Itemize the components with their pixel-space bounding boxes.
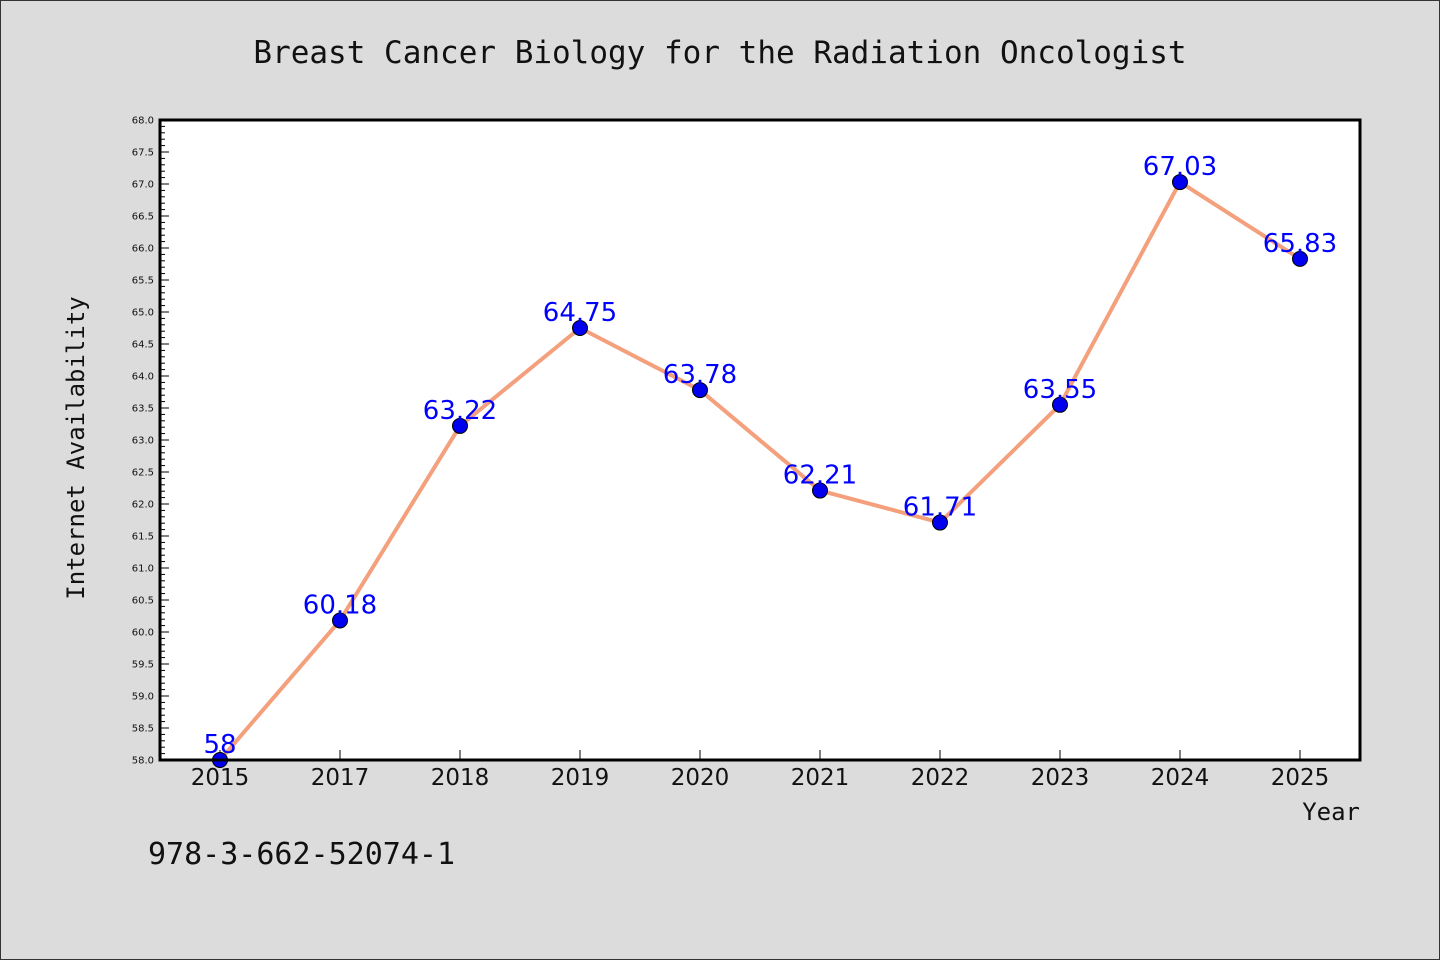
y-tick-label: 65.0 [132, 308, 154, 319]
data-labels: 58 60.18 63.22 64.75 63.78 62.21 61.71 63.55 67.… [203, 152, 1337, 760]
y-tick-label: 68.0 [132, 116, 154, 127]
isbn-text: 978-3-662-52074-1 [148, 837, 455, 872]
line-segment [1178, 180, 1302, 261]
data-point [932, 514, 948, 531]
x-tick-label: 2018 [431, 765, 490, 791]
y-tick-label: 61.5 [132, 532, 154, 543]
y-tick-label: 58.5 [132, 724, 154, 735]
chart-title: Breast Cancer Biology for the Radiation … [253, 35, 1186, 71]
line-segment [698, 388, 822, 493]
line-segment [458, 326, 582, 428]
y-tick-label: 67.5 [132, 148, 154, 159]
x-tick-label: 2021 [791, 765, 850, 791]
x-tick-label: 2019 [551, 765, 610, 791]
x-tick-label: 2024 [1151, 765, 1210, 791]
line-segment [938, 402, 1062, 525]
data-label: 63.55 [1023, 375, 1097, 405]
y-tick-label: 60.5 [132, 596, 154, 607]
y-tick-label: 58.0 [132, 756, 154, 767]
data-label: 58 [203, 730, 236, 760]
x-tick-label: 2015 [191, 765, 250, 791]
data-label: 63.22 [423, 396, 497, 426]
y-tick-label: 63.0 [132, 436, 154, 447]
data-point [692, 382, 708, 399]
y-tick-label: 67.0 [132, 180, 154, 191]
data-point [1172, 174, 1188, 191]
data-point [332, 612, 348, 629]
data-label: 61.71 [903, 493, 977, 523]
x-tick-label: 2020 [671, 765, 730, 791]
data-label: 60.18 [303, 590, 377, 620]
y-tick-label: 63.5 [132, 404, 154, 415]
data-label: 62.21 [783, 461, 857, 491]
data-point [1292, 250, 1308, 267]
x-axis-label: Year [1302, 798, 1360, 826]
y-tick-label: 61.0 [132, 564, 154, 575]
data-label: 63.78 [663, 360, 737, 390]
line-segment [338, 423, 462, 623]
y-tick-label: 64.5 [132, 340, 154, 351]
y-tick-label: 62.0 [132, 500, 154, 511]
y-tick-label: 59.5 [132, 660, 154, 671]
x-tick-label: 2022 [911, 765, 970, 791]
line-segment [1058, 180, 1182, 407]
y-tick-label: 66.5 [132, 212, 154, 223]
series-line-group [218, 180, 1302, 762]
y-axis: 58.0 58.5 59.0 59.5 60.0 60.5 61.0 61.5 62.0 62.5… [132, 116, 169, 767]
line-segment [818, 488, 942, 525]
line-segment [218, 618, 342, 762]
data-point [452, 417, 468, 434]
y-tick-label: 66.0 [132, 244, 154, 255]
data-label: 67.03 [1143, 152, 1217, 182]
x-tick-label: 2023 [1031, 765, 1090, 791]
y-tick-label: 60.0 [132, 628, 154, 639]
y-axis-label: Internet Availability [62, 296, 90, 599]
x-axis: 2015 2017 2018 2019 2020 2021 2022 2023 2024 2025 [191, 750, 1330, 791]
data-label: 64.75 [543, 298, 617, 328]
data-label: 65.83 [1263, 229, 1337, 259]
data-point [812, 482, 828, 499]
data-point [572, 320, 588, 336]
plot-frame [158, 118, 1362, 762]
y-tick-label: 64.0 [132, 372, 154, 383]
x-tick-label: 2025 [1271, 765, 1330, 791]
x-tick-label: 2017 [311, 765, 370, 791]
y-tick-label: 59.0 [132, 692, 154, 703]
line-segment [578, 326, 702, 393]
y-tick-label: 62.5 [132, 468, 154, 479]
data-point [1052, 396, 1068, 413]
y-tick-label: 65.5 [132, 276, 154, 287]
